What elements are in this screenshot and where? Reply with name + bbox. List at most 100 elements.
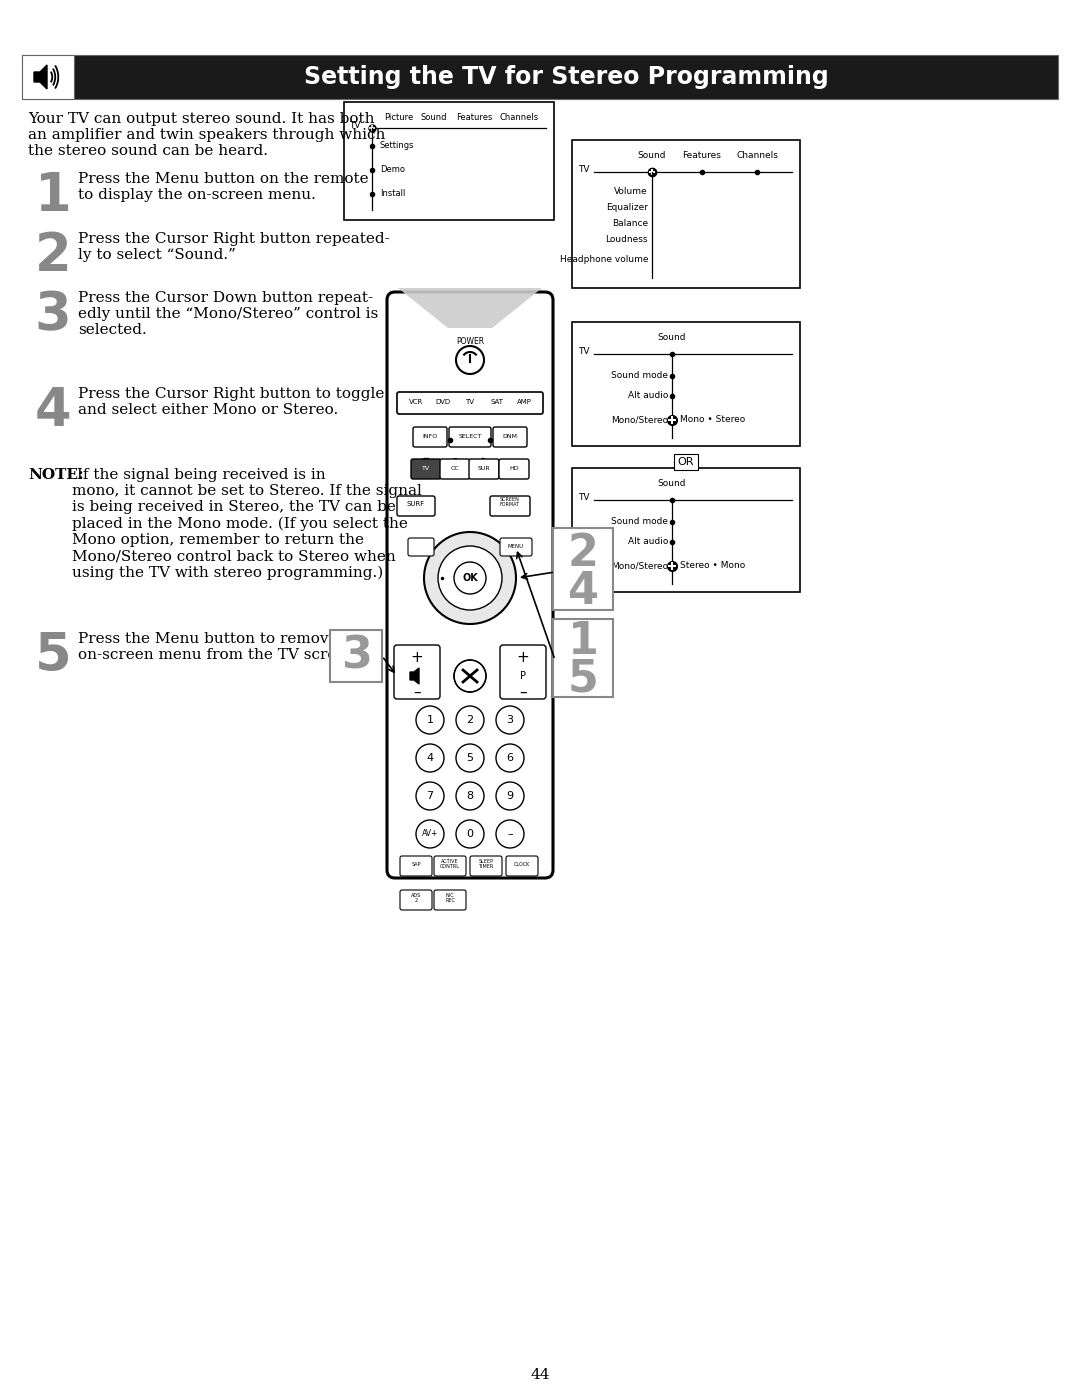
Circle shape bbox=[496, 745, 524, 773]
Text: SELECT: SELECT bbox=[458, 433, 482, 439]
FancyBboxPatch shape bbox=[500, 645, 546, 698]
FancyBboxPatch shape bbox=[434, 856, 465, 876]
Text: 0: 0 bbox=[467, 828, 473, 840]
Text: Sound: Sound bbox=[658, 334, 686, 342]
Text: Press the Cursor Down button repeat-
edly until the “Mono/Stereo” control is
sel: Press the Cursor Down button repeat- edl… bbox=[78, 291, 378, 338]
Bar bbox=[22, 54, 1058, 99]
Text: NIC
REC: NIC REC bbox=[445, 893, 455, 904]
Bar bbox=[22, 54, 75, 99]
Text: Sound mode: Sound mode bbox=[611, 372, 669, 380]
Text: TV: TV bbox=[578, 493, 590, 503]
FancyBboxPatch shape bbox=[470, 856, 502, 876]
Text: Sound mode: Sound mode bbox=[611, 517, 669, 527]
Text: ACTIVE
CONTRL: ACTIVE CONTRL bbox=[440, 859, 460, 869]
Text: Install: Install bbox=[380, 190, 405, 198]
Text: TV: TV bbox=[578, 348, 590, 356]
FancyBboxPatch shape bbox=[553, 528, 613, 610]
Text: Sound: Sound bbox=[658, 479, 686, 489]
FancyBboxPatch shape bbox=[408, 538, 434, 556]
Circle shape bbox=[496, 705, 524, 733]
Text: Stereo • Mono: Stereo • Mono bbox=[680, 562, 745, 570]
Text: Features: Features bbox=[456, 113, 492, 123]
Bar bbox=[572, 468, 800, 592]
Text: AMP: AMP bbox=[516, 400, 531, 405]
Polygon shape bbox=[33, 66, 48, 89]
Text: Features: Features bbox=[683, 151, 721, 161]
Text: ADS
2: ADS 2 bbox=[410, 893, 421, 904]
Text: 2: 2 bbox=[35, 231, 71, 282]
Text: 1: 1 bbox=[35, 170, 71, 222]
Text: INFO: INFO bbox=[422, 433, 437, 439]
Text: 9: 9 bbox=[507, 791, 514, 800]
Text: DNM: DNM bbox=[502, 433, 517, 439]
Text: 4: 4 bbox=[567, 570, 598, 613]
FancyBboxPatch shape bbox=[499, 460, 529, 479]
Text: Settings: Settings bbox=[380, 141, 415, 151]
Text: Mono/Stereo: Mono/Stereo bbox=[611, 415, 669, 425]
Circle shape bbox=[438, 546, 502, 610]
Circle shape bbox=[456, 782, 484, 810]
Text: If the signal being received is in
mono, it cannot be set to Stereo. If the sign: If the signal being received is in mono,… bbox=[72, 468, 422, 580]
Text: AV+: AV+ bbox=[422, 830, 438, 838]
Text: Press the Menu button to remove the
on-screen menu from the TV screen.: Press the Menu button to remove the on-s… bbox=[78, 631, 367, 662]
FancyBboxPatch shape bbox=[490, 496, 530, 515]
Text: Mono • Stereo: Mono • Stereo bbox=[680, 415, 745, 425]
Text: –: – bbox=[519, 685, 527, 700]
Text: +: + bbox=[410, 651, 423, 665]
Text: 1: 1 bbox=[567, 620, 598, 664]
Circle shape bbox=[416, 745, 444, 773]
Circle shape bbox=[456, 745, 484, 773]
Text: 3: 3 bbox=[35, 289, 71, 341]
Text: MENU: MENU bbox=[508, 543, 524, 549]
Text: Alt audio: Alt audio bbox=[627, 391, 669, 401]
Text: 8: 8 bbox=[467, 791, 473, 800]
FancyBboxPatch shape bbox=[492, 427, 527, 447]
Circle shape bbox=[456, 705, 484, 733]
Text: SAT: SAT bbox=[490, 400, 503, 405]
Text: 5: 5 bbox=[35, 630, 71, 682]
Text: TV: TV bbox=[465, 400, 474, 405]
FancyBboxPatch shape bbox=[440, 460, 470, 479]
Text: ■: ■ bbox=[453, 457, 457, 461]
Circle shape bbox=[456, 346, 484, 374]
Text: 4: 4 bbox=[35, 386, 71, 437]
FancyBboxPatch shape bbox=[449, 427, 491, 447]
Text: OK: OK bbox=[462, 573, 477, 583]
Circle shape bbox=[416, 820, 444, 848]
Bar bbox=[572, 140, 800, 288]
Circle shape bbox=[456, 820, 484, 848]
Text: CLOCK: CLOCK bbox=[514, 862, 530, 866]
Text: P: P bbox=[519, 671, 526, 680]
FancyBboxPatch shape bbox=[400, 890, 432, 909]
Text: VCR: VCR bbox=[409, 400, 423, 405]
FancyBboxPatch shape bbox=[500, 538, 532, 556]
FancyBboxPatch shape bbox=[400, 856, 432, 876]
Text: Press the Menu button on the remote
to display the on-screen menu.: Press the Menu button on the remote to d… bbox=[78, 172, 368, 203]
Text: Demo: Demo bbox=[380, 165, 405, 175]
Text: 7: 7 bbox=[427, 791, 433, 800]
Polygon shape bbox=[399, 288, 542, 328]
Text: SURF: SURF bbox=[407, 502, 426, 507]
Text: –: – bbox=[508, 828, 513, 840]
Text: 3: 3 bbox=[507, 715, 513, 725]
Text: –: – bbox=[414, 685, 421, 700]
Circle shape bbox=[424, 532, 516, 624]
FancyBboxPatch shape bbox=[394, 645, 440, 698]
Text: Channels: Channels bbox=[499, 113, 539, 123]
Text: 2: 2 bbox=[467, 715, 473, 725]
Text: SLEEP
TIMER: SLEEP TIMER bbox=[478, 859, 494, 869]
Polygon shape bbox=[410, 668, 419, 685]
FancyBboxPatch shape bbox=[397, 496, 435, 515]
Text: 5: 5 bbox=[467, 753, 473, 763]
Text: Press the Cursor Right button to toggle
and select either Mono or Stereo.: Press the Cursor Right button to toggle … bbox=[78, 387, 384, 418]
Bar bbox=[345, 102, 554, 219]
FancyBboxPatch shape bbox=[387, 292, 553, 877]
Text: TV: TV bbox=[422, 465, 430, 471]
Text: ◄◄: ◄◄ bbox=[422, 457, 430, 461]
Text: Balance: Balance bbox=[612, 219, 648, 229]
Circle shape bbox=[416, 705, 444, 733]
Text: SAP: SAP bbox=[411, 862, 421, 866]
Text: Volume: Volume bbox=[615, 187, 648, 197]
Circle shape bbox=[454, 562, 486, 594]
Circle shape bbox=[496, 820, 524, 848]
